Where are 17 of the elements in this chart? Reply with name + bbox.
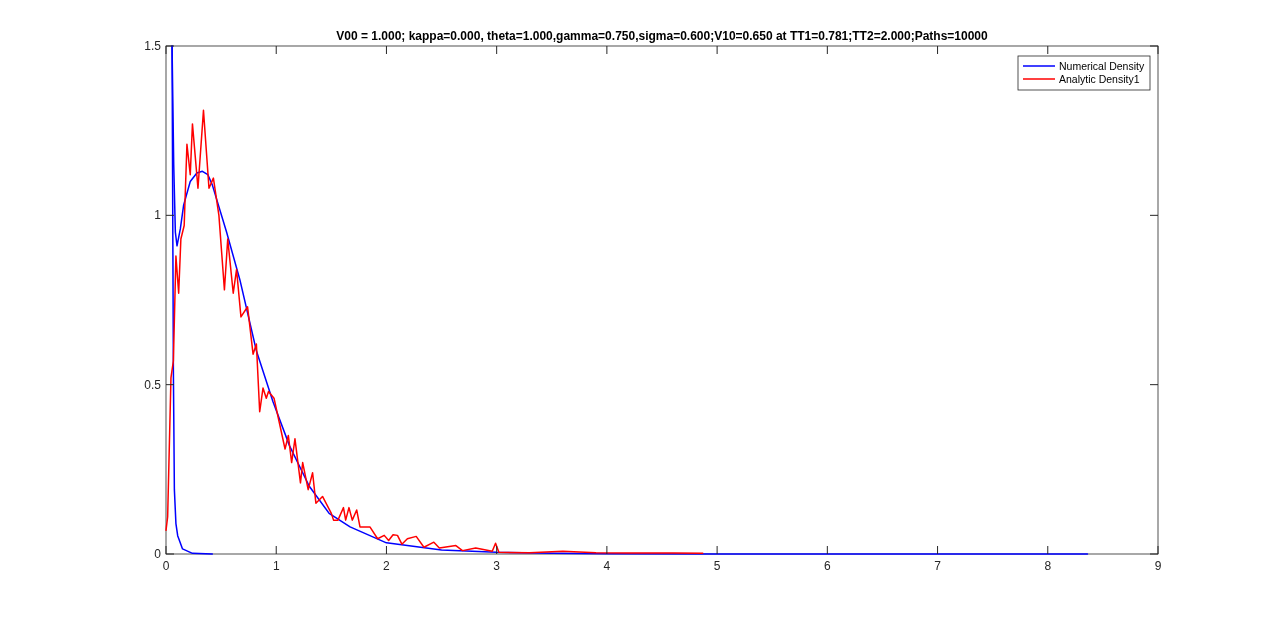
legend-label: Numerical Density — [1059, 60, 1145, 72]
x-tick-label: 6 — [823, 559, 831, 573]
legend-label: Analytic Density1 — [1059, 73, 1140, 85]
y-tick-label: 0.5 — [144, 377, 162, 392]
x-tick-label: 2 — [383, 559, 391, 573]
x-tick-label: 5 — [713, 559, 721, 573]
x-tick-label: 4 — [603, 559, 611, 573]
x-tick-label: 3 — [493, 559, 501, 573]
x-tick-label: 1 — [272, 559, 280, 573]
y-tick-label: 1 — [154, 208, 162, 223]
y-tick-label: 0 — [154, 547, 162, 561]
y-tick-label: 1.5 — [144, 39, 162, 53]
line-series — [165, 109, 704, 555]
chart-title: V00 = 1.000; kappa=0.000, theta=1.000,gamma=0.750,sigma=0.600;V10=0.650 at TT1=0.781;TT2=2.000;Paths=10000 — [336, 29, 989, 43]
x-tick-label: 9 — [1154, 559, 1162, 573]
x-tick-label: 7 — [934, 559, 942, 573]
x-tick-label: 8 — [1044, 559, 1052, 573]
